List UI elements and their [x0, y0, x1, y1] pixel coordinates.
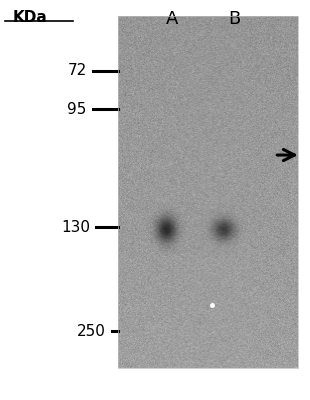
- Text: 250: 250: [77, 324, 105, 338]
- Text: 72: 72: [68, 63, 87, 78]
- Bar: [118, 16, 298, 368]
- Text: A: A: [166, 10, 178, 28]
- Text: 95: 95: [68, 102, 87, 117]
- Text: KDa: KDa: [12, 10, 47, 25]
- Text: B: B: [228, 10, 240, 28]
- Text: 130: 130: [61, 220, 90, 235]
